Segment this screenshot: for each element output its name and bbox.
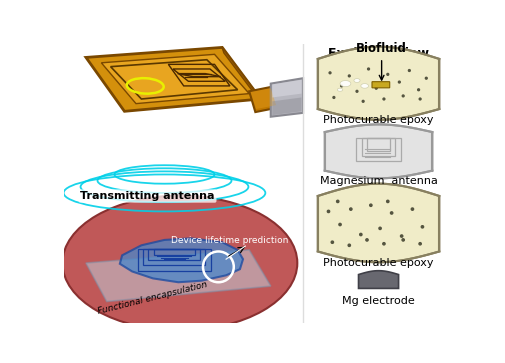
Text: Functional encapsulation: Functional encapsulation (97, 280, 208, 316)
FancyBboxPatch shape (372, 82, 390, 88)
Polygon shape (120, 238, 243, 282)
Circle shape (360, 233, 362, 236)
Circle shape (356, 90, 358, 92)
Polygon shape (86, 250, 271, 302)
Text: Mg electrode: Mg electrode (342, 296, 415, 306)
Polygon shape (102, 54, 249, 103)
Polygon shape (318, 46, 439, 120)
Circle shape (341, 85, 342, 87)
Bar (65, 44, 303, 182)
Text: Transmitting antenna: Transmitting antenna (80, 191, 215, 201)
Ellipse shape (361, 83, 369, 88)
Polygon shape (359, 271, 398, 289)
Polygon shape (272, 97, 301, 115)
Circle shape (331, 241, 333, 243)
Circle shape (327, 210, 330, 213)
Circle shape (383, 242, 385, 245)
Text: Photocurable epoxy: Photocurable epoxy (323, 258, 434, 268)
Circle shape (421, 226, 424, 228)
Circle shape (333, 97, 335, 98)
Polygon shape (250, 88, 276, 109)
Text: Device lifetime prediction: Device lifetime prediction (171, 236, 289, 245)
Circle shape (419, 98, 421, 100)
Circle shape (411, 208, 414, 210)
Text: Photocurable epoxy: Photocurable epoxy (323, 115, 434, 125)
Circle shape (348, 75, 350, 77)
Circle shape (336, 200, 339, 203)
Text: Magnesium  antenna: Magnesium antenna (320, 176, 437, 186)
Ellipse shape (337, 88, 343, 91)
Circle shape (398, 81, 400, 83)
Circle shape (362, 101, 364, 102)
Polygon shape (318, 184, 439, 262)
Polygon shape (271, 78, 303, 117)
Circle shape (387, 200, 389, 203)
Circle shape (400, 235, 403, 237)
Circle shape (370, 204, 372, 207)
Circle shape (402, 239, 405, 241)
Ellipse shape (354, 79, 360, 82)
Circle shape (379, 227, 381, 229)
Circle shape (425, 77, 427, 79)
Text: Exploded view: Exploded view (328, 48, 429, 60)
Circle shape (366, 239, 368, 241)
Polygon shape (325, 125, 432, 178)
Circle shape (375, 87, 377, 89)
Text: Biofluid: Biofluid (356, 42, 407, 80)
Circle shape (329, 72, 331, 74)
Circle shape (348, 244, 350, 246)
Ellipse shape (340, 81, 351, 87)
Circle shape (409, 70, 410, 72)
Polygon shape (86, 48, 261, 111)
Circle shape (368, 68, 370, 70)
Circle shape (387, 73, 389, 75)
Circle shape (390, 212, 393, 214)
Circle shape (418, 89, 420, 91)
Circle shape (339, 223, 341, 226)
Circle shape (383, 98, 385, 100)
Circle shape (349, 208, 352, 210)
Ellipse shape (63, 196, 297, 330)
Polygon shape (249, 87, 278, 112)
Polygon shape (272, 80, 301, 97)
Circle shape (402, 95, 404, 97)
Circle shape (419, 242, 421, 245)
Polygon shape (222, 48, 263, 105)
